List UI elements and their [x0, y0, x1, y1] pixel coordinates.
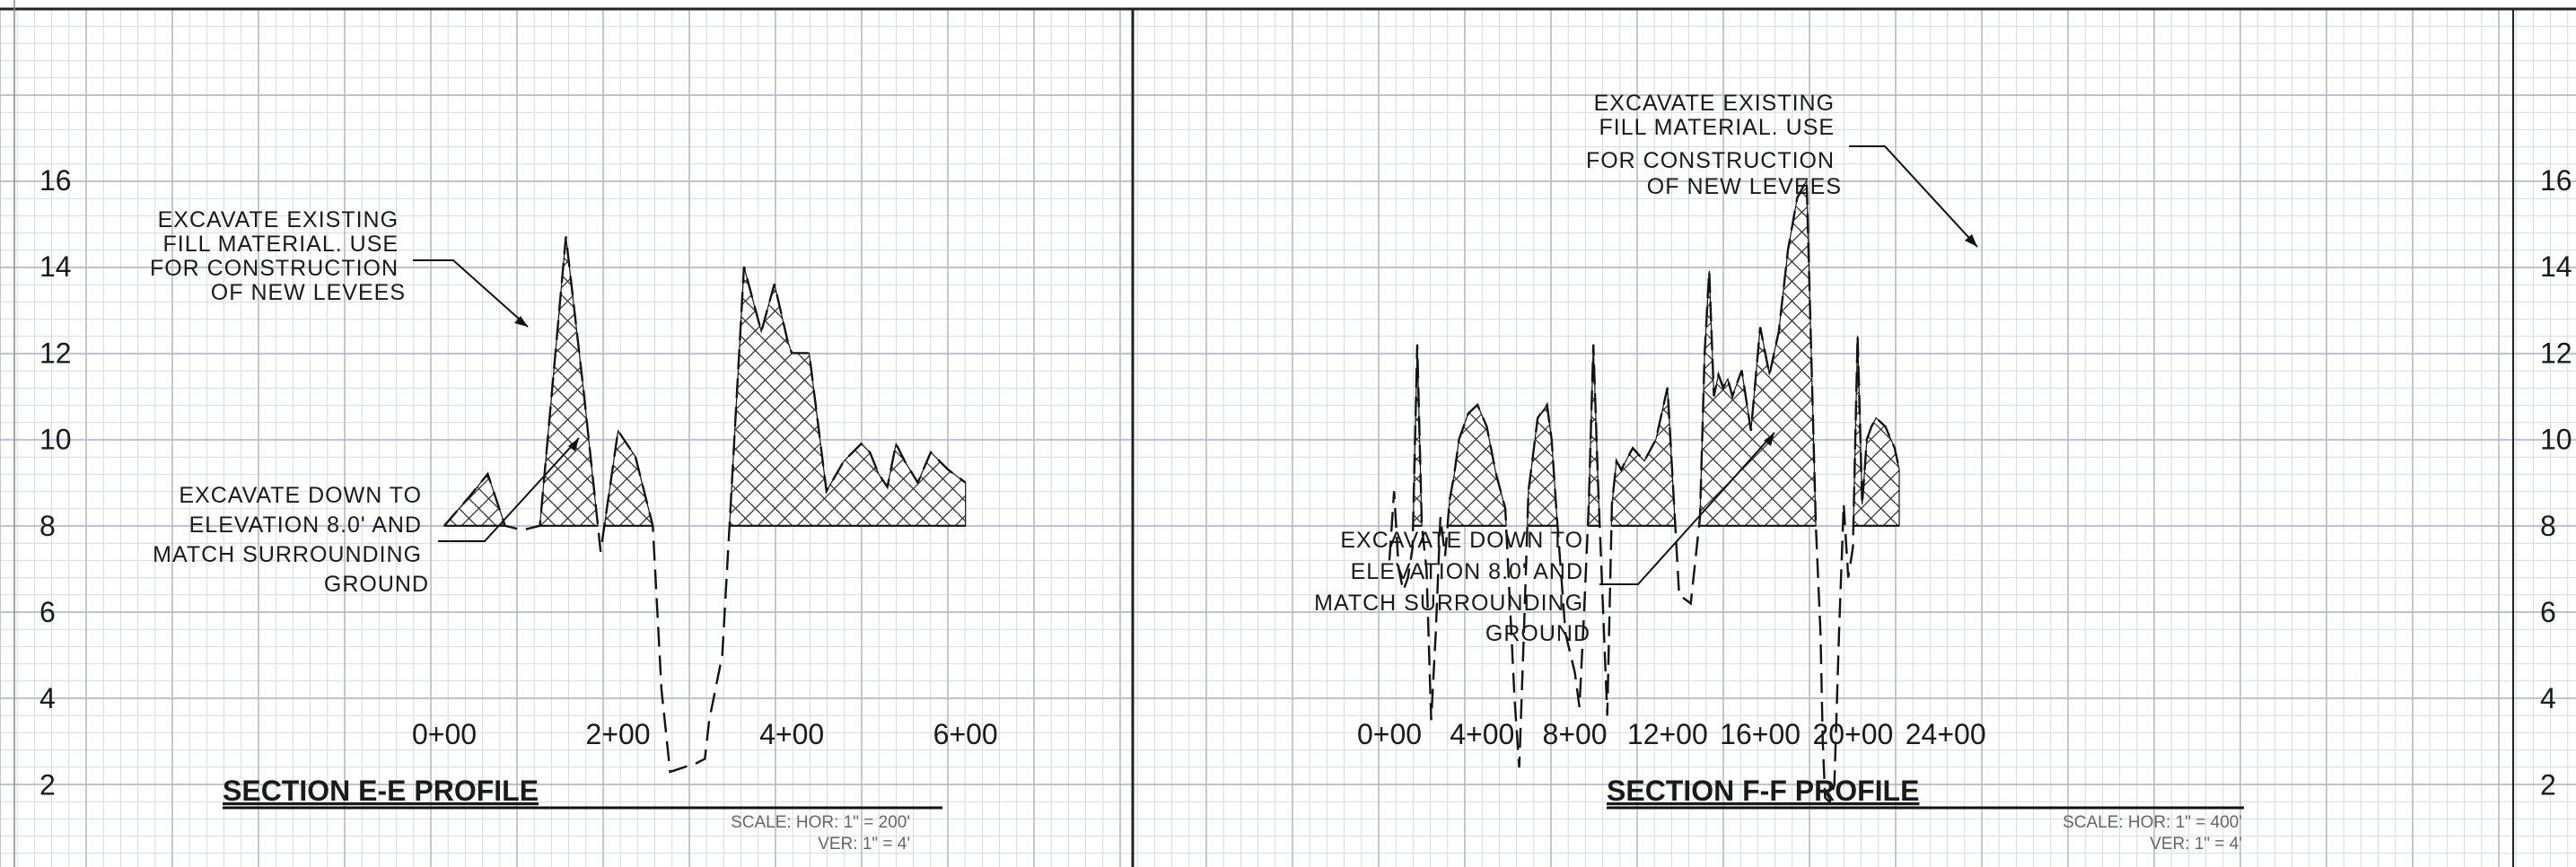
- existing-ground-profile-line: [1388, 176, 1901, 804]
- note-line: FOR CONSTRUCTION: [150, 256, 399, 281]
- leader-arrowhead: [514, 316, 528, 327]
- note-line: ELEVATION 8.0' AND: [189, 512, 422, 538]
- station-label: 16+00: [1720, 718, 1801, 750]
- note-line: GROUND: [324, 572, 429, 597]
- existing-ground-profile-line: [443, 236, 967, 774]
- elevation-label: 14: [39, 250, 72, 283]
- note-line: MATCH SURROUNDING: [153, 542, 422, 567]
- station-label: 4+00: [1450, 718, 1514, 750]
- section-f-f-profile: 0+00 4+00 8+00 12+00 16+00 20+00 24+00 EXCAVAT…: [1314, 91, 2244, 854]
- elevation-label: 4: [2540, 682, 2556, 714]
- note-line: EXCAVATE DOWN TO: [1340, 528, 1583, 553]
- station-label: 0+00: [1357, 718, 1422, 750]
- scale-horizontal: SCALE: HOR: 1" = 400': [2063, 813, 2242, 832]
- elevation-label: 12: [2540, 337, 2572, 369]
- scale-vertical: VER: 1" = 4': [2150, 835, 2242, 854]
- elevation-label: 8: [39, 510, 56, 542]
- station-label: 20+00: [1812, 718, 1893, 750]
- leader-arrowhead: [568, 438, 579, 451]
- note-line: MATCH SURROUNDING: [1314, 591, 1583, 616]
- excavation-hatch-areas: [442, 236, 967, 527]
- scale-horizontal: SCALE: HOR: 1" = 200': [731, 813, 910, 832]
- note-line: ELEVATION 8.0' AND: [1351, 559, 1583, 584]
- note-line: FOR CONSTRUCTION: [1586, 148, 1835, 173]
- note-line: EXCAVATE EXISTING: [1594, 91, 1835, 116]
- elevation-label: 2: [2540, 768, 2556, 801]
- elevation-label: 10: [2540, 424, 2572, 456]
- excavation-hatch: [1853, 336, 1900, 527]
- elevation-axis-left: 16 14 12 10 8 6 4 2: [39, 164, 72, 801]
- station-label: 24+00: [1906, 718, 1986, 750]
- elevation-label: 6: [2540, 596, 2556, 628]
- note-line: EXCAVATE EXISTING: [158, 207, 399, 232]
- elevation-label: 14: [2540, 250, 2572, 283]
- elevation-label: 8: [2540, 510, 2556, 542]
- station-label: 8+00: [1543, 718, 1608, 750]
- excavation-hatch-areas: [1412, 178, 1900, 527]
- station-labels: 0+00 2+00 4+00 6+00: [412, 718, 998, 750]
- excavation-hatch: [539, 236, 599, 527]
- scale-vertical: VER: 1" = 4': [818, 835, 910, 854]
- note-excavate-down: EXCAVATE DOWN TO ELEVATION 8.0' AND MATC…: [1314, 528, 1590, 646]
- leader-excavate-down: [438, 437, 580, 542]
- elevation-label: 16: [39, 164, 72, 197]
- note-excavate-fill: EXCAVATE EXISTING FILL MATERIAL. USE FOR…: [150, 207, 406, 305]
- note-line: FILL MATERIAL. USE: [1599, 115, 1836, 140]
- station-label: 0+00: [412, 718, 477, 750]
- minor-grid: [0, 8, 2576, 867]
- section-e-e-profile: 0+00 2+00 4+00 6+00 EXCAVATE EXISTING FILL …: [150, 207, 998, 854]
- note-line: FILL MATERIAL. USE: [163, 232, 399, 257]
- leader-excavate-fill: [1849, 145, 1978, 248]
- note-line: GROUND: [1485, 621, 1590, 646]
- station-labels: 0+00 4+00 8+00 12+00 16+00 20+00 24+00: [1357, 718, 1986, 750]
- station-label: 2+00: [586, 718, 651, 750]
- station-label: 6+00: [933, 718, 998, 750]
- station-label: 4+00: [759, 718, 824, 750]
- major-grid: [0, 8, 2576, 867]
- section-title: SECTION F-F PROFILE: [1607, 775, 1919, 807]
- note-line: OF NEW LEVEES: [1647, 174, 1842, 199]
- elevation-axis-right: 16 14 12 10 8 6 4 2: [2540, 164, 2572, 801]
- excavation-hatch: [729, 267, 967, 527]
- note-line: OF NEW LEVEES: [211, 280, 406, 305]
- leader-arrowhead: [1965, 234, 1977, 247]
- leader-arrowhead: [1764, 433, 1774, 446]
- note-excavate-down: EXCAVATE DOWN TO ELEVATION 8.0' AND MATC…: [153, 483, 429, 597]
- leader-excavate-down: [1599, 432, 1775, 585]
- elevation-label: 10: [39, 424, 72, 456]
- note-excavate-fill: EXCAVATE EXISTING FILL MATERIAL. USE FOR…: [1586, 91, 1842, 199]
- elevation-label: 16: [2540, 164, 2572, 197]
- elevation-label: 2: [39, 768, 56, 801]
- elevation-label: 4: [39, 682, 56, 714]
- station-label: 12+00: [1627, 718, 1708, 750]
- elevation-label: 6: [39, 596, 56, 628]
- note-line: EXCAVATE DOWN TO: [179, 483, 422, 508]
- leader-excavate-fill: [413, 259, 529, 328]
- section-title: SECTION E-E PROFILE: [223, 775, 539, 807]
- elevation-label: 12: [39, 337, 72, 369]
